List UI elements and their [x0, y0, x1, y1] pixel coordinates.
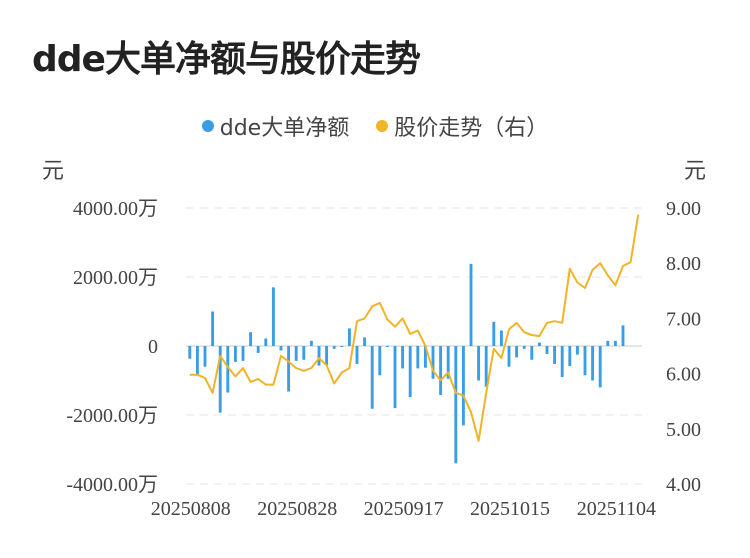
legend: dde大单净额 股价走势（右） [0, 110, 750, 142]
right-tick-label: 5.00 [666, 419, 701, 441]
dde-bar [416, 346, 420, 369]
right-tick-label: 9.00 [666, 198, 701, 220]
dde-bar [188, 346, 192, 359]
dde-bar [401, 346, 405, 369]
dde-bar [226, 346, 230, 393]
dde-bar [385, 346, 389, 347]
dde-bar [560, 346, 564, 378]
legend-dot-price [376, 120, 389, 132]
dde-bar [537, 342, 541, 346]
x-tick-label: 20251104 [577, 498, 656, 520]
dde-bar [279, 346, 283, 351]
dde-bar [553, 346, 557, 364]
dde-bar [492, 321, 496, 346]
dde-bar [325, 346, 329, 365]
left-tick-label: -4000.00万 [66, 474, 158, 496]
dde-bar [477, 346, 481, 381]
left-axis-unit: 元 [42, 158, 64, 183]
right-tick-label: 8.00 [666, 253, 701, 275]
right-axis-unit: 元 [684, 158, 706, 183]
dde-bar [530, 346, 534, 360]
legend-item-dde[interactable]: dde大单净额 [201, 110, 350, 142]
dde-bar [408, 346, 412, 398]
dde-bar [439, 346, 443, 395]
dde-bar [606, 340, 610, 346]
legend-item-price[interactable]: 股价走势（右） [376, 110, 548, 142]
dde-bar [218, 346, 222, 413]
left-axis-ticks: 4000.00万 2000.00万 0 -2000.00万 -4000.00万 [66, 198, 158, 496]
dde-bar [302, 346, 306, 360]
right-tick-label: 4.00 [666, 474, 701, 496]
dde-bar [340, 346, 344, 347]
dde-bar [332, 346, 336, 349]
x-tick-label: 20250828 [257, 498, 337, 520]
dde-bar [522, 346, 526, 349]
left-tick-label: 4000.00万 [73, 198, 158, 220]
dde-bar [613, 340, 617, 346]
dde-bar [287, 346, 291, 392]
dde-bar [598, 346, 602, 388]
dde-bar [575, 346, 579, 355]
x-axis-ticks: 20250808 20250828 20250917 20251015 20251104 [151, 498, 656, 520]
dde-bar [309, 340, 313, 346]
left-tick-label: 0 [148, 336, 158, 358]
dde-bar [515, 346, 519, 358]
dde-bar [256, 346, 260, 353]
right-axis-ticks: 9.00 8.00 7.00 6.00 5.00 4.00 [666, 198, 701, 496]
dde-bar [499, 330, 503, 346]
price-line [189, 214, 640, 442]
dde-bar [347, 328, 351, 346]
x-tick-label: 20250917 [364, 498, 444, 520]
dde-bar [195, 346, 199, 375]
dde-bar [363, 337, 367, 346]
dde-bar [355, 346, 359, 364]
dde-bar [271, 287, 275, 346]
dde-bar [469, 263, 473, 346]
dde-bar [446, 346, 450, 379]
right-tick-label: 7.00 [666, 308, 701, 330]
left-tick-label: 2000.00万 [73, 267, 158, 289]
price-series-line [189, 214, 640, 442]
dde-bar [264, 338, 268, 346]
dde-bar [454, 346, 458, 464]
dde-bars [188, 263, 625, 464]
x-tick-label: 20250808 [151, 498, 231, 520]
dde-bar [211, 311, 215, 346]
dde-bar [507, 346, 511, 367]
left-tick-label: -2000.00万 [66, 405, 158, 427]
dde-bar [484, 346, 488, 387]
legend-label-dde: dde大单净额 [219, 116, 350, 141]
dde-bar [249, 332, 253, 346]
right-tick-label: 6.00 [666, 364, 701, 386]
legend-label-price: 股价走势（右） [394, 116, 549, 141]
dde-bar [317, 346, 321, 366]
dde-bar [545, 346, 549, 354]
dde-bar [233, 346, 237, 362]
dde-bar [393, 346, 397, 409]
dde-bar [370, 346, 374, 409]
dde-bar [583, 346, 587, 376]
x-tick-label: 20251015 [470, 498, 550, 520]
dde-bar [423, 346, 427, 368]
dde-bar [461, 346, 465, 426]
chart-title: dde大单净额与股价走势 [32, 39, 421, 80]
dde-bar [591, 346, 595, 381]
dde-bar [241, 346, 245, 361]
dde-bar [203, 346, 207, 367]
legend-dot-dde [201, 120, 214, 132]
dde-bar [568, 346, 572, 367]
gridlines [186, 207, 642, 485]
dde-bar [378, 346, 382, 376]
dde-bar [294, 346, 298, 361]
dde-bar [621, 325, 625, 346]
dde-bar [431, 346, 435, 379]
